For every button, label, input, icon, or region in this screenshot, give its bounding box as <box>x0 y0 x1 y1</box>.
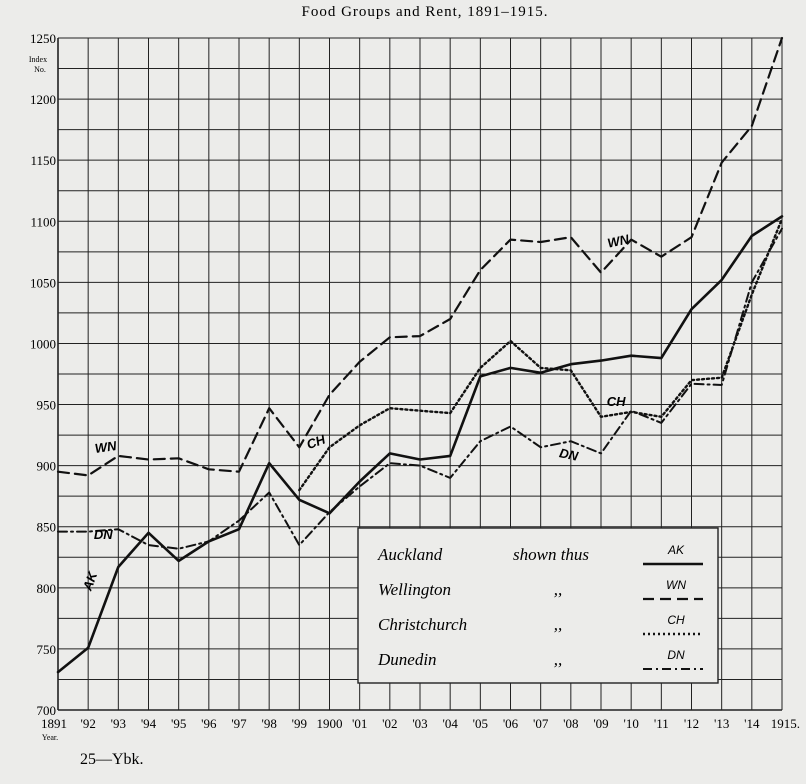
legend-shown-thus: shown thus <box>513 545 589 564</box>
x-tick-label: '13 <box>714 716 729 731</box>
legend: Auckland shown thus AK Wellington,, WN Christ… <box>357 527 719 684</box>
x-axis-label: Year. <box>42 733 58 742</box>
series-tag-ak: AK <box>79 568 100 593</box>
legend-name-ch: Christchurch <box>378 615 467 634</box>
legend-abbr-ak: AK <box>667 543 685 557</box>
series-tag-wn: WN <box>94 438 118 456</box>
x-tick-label: '05 <box>473 716 488 731</box>
x-axis-ticks: 1891 '92 '93 '94 '95 '96 '97 '98 '99 1900 '01 '02 '0… <box>41 716 800 731</box>
y-tick-label: 800 <box>37 581 57 596</box>
series-line-wn <box>56 36 784 477</box>
series-tag-ch: CH <box>305 431 328 452</box>
legend-name-dn: Dunedin <box>377 650 437 669</box>
y-tick-label: 750 <box>37 642 57 657</box>
x-tick-label: '03 <box>412 716 427 731</box>
x-tick-label: '11 <box>654 716 669 731</box>
x-tick-label: '99 <box>292 716 307 731</box>
x-tick-label: '07 <box>533 716 549 731</box>
x-tick-label: 1915. <box>771 716 800 731</box>
legend-abbr-wn: WN <box>666 578 686 592</box>
series-tag-dn: DN <box>558 445 580 464</box>
y-tick-label: 1050 <box>30 275 56 290</box>
x-tick-label: '04 <box>442 716 458 731</box>
y-tick-label: 700 <box>37 703 57 718</box>
y-tick-label: 900 <box>37 459 57 474</box>
legend-name-wn: Wellington <box>378 580 451 599</box>
x-tick-label: '02 <box>382 716 397 731</box>
series-line-ak <box>56 215 784 674</box>
series-tag-ch: CH <box>607 394 626 409</box>
x-tick-label: '10 <box>623 716 638 731</box>
y-axis-label-bottom: No. <box>34 65 46 74</box>
series-tag-wn: WN <box>606 231 631 250</box>
y-axis-label-top: Index <box>29 55 47 64</box>
series-line-ch <box>298 217 784 492</box>
x-tick-label: 1900 <box>317 716 343 731</box>
footer-note: 25—Ybk. <box>80 751 144 768</box>
legend-box <box>357 527 719 684</box>
y-tick-label: 1000 <box>30 336 56 351</box>
y-tick-label: 950 <box>37 398 57 413</box>
series-tag-dn: DN <box>94 527 113 542</box>
x-tick-label: '95 <box>171 716 186 731</box>
x-tick-label: '06 <box>503 716 519 731</box>
series-line-dn <box>57 227 783 550</box>
x-tick-label: '96 <box>201 716 217 731</box>
chart-title: Food Groups and Rent, 1891–1915. <box>302 4 549 20</box>
x-tick-label: '98 <box>261 716 276 731</box>
series-tags: AK WN WN CH CH DN DN <box>79 231 631 593</box>
x-tick-label: '01 <box>352 716 367 731</box>
y-tick-label: 850 <box>37 520 57 535</box>
x-tick-label: '97 <box>231 716 247 731</box>
legend-ditto: ,, <box>554 650 563 669</box>
y-tick-label: 1200 <box>30 92 56 107</box>
y-axis-ticks: 700 750 800 850 900 950 1000 1050 1100 1150 1200 12… <box>30 31 56 718</box>
x-tick-label: '08 <box>563 716 578 731</box>
y-tick-label: 1150 <box>30 153 56 168</box>
legend-ditto: ,, <box>554 580 563 599</box>
legend-abbr-ch: CH <box>667 613 685 627</box>
x-tick-label: '93 <box>111 716 126 731</box>
legend-name-ak: Auckland <box>377 545 443 564</box>
x-tick-label: '94 <box>141 716 157 731</box>
x-tick-label: 1891 <box>41 716 67 731</box>
legend-abbr-dn: DN <box>667 648 685 662</box>
legend-ditto: ,, <box>554 615 563 634</box>
x-tick-label: '14 <box>744 716 760 731</box>
series-lines <box>56 36 784 674</box>
x-tick-label: '92 <box>80 716 95 731</box>
y-tick-label: 1250 <box>30 31 56 46</box>
x-tick-label: '12 <box>684 716 699 731</box>
x-tick-label: '09 <box>593 716 608 731</box>
y-tick-label: 1100 <box>30 214 56 229</box>
